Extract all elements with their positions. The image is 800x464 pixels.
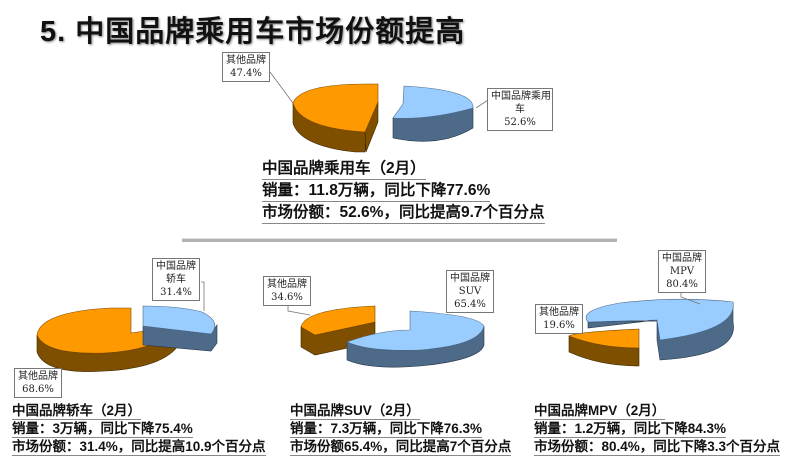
label-value: 52.6%	[504, 117, 536, 128]
sedan-stats-share: 市场份额：31.4%，同比提高10.9个百分点	[12, 439, 266, 456]
sedan-stats-sales: 销量：3万辆，同比下降75.4%	[12, 421, 193, 438]
mpv-stats: 中国品牌MPV（2月） 销量：1.2万辆，同比下降84.3% 市场份额：80.4…	[534, 402, 781, 456]
main-stats-heading: 中国品牌乘用车（2月）	[262, 158, 426, 180]
label-value: 19.6%	[543, 320, 575, 331]
suv-pie-slice-china	[346, 310, 485, 368]
label-name-cont: 轿车	[166, 274, 186, 285]
mpv-stats-sales: 销量：1.2万辆，同比下降84.3%	[534, 421, 727, 438]
main-label-other: 其他品牌 47.4%	[222, 52, 270, 82]
sedan-pie-chart	[34, 281, 218, 374]
suv-stats: 中国品牌SUV（2月） 销量：7.3万辆，同比下降76.3% 市场份额65.4%…	[290, 402, 512, 456]
label-value: 65.4%	[454, 299, 486, 310]
main-pie-slice-other	[292, 83, 379, 153]
label-name: 其他品牌	[18, 371, 58, 382]
label-value: 31.4%	[160, 287, 192, 298]
sedan-label-other: 其他品牌 68.6%	[14, 368, 62, 398]
label-name: 中国品牌	[156, 261, 196, 272]
suv-label-china: 中国品牌 SUV 65.4%	[446, 270, 494, 313]
suv-pie-chart	[287, 305, 485, 368]
mpv-label-other: 其他品牌 19.6%	[535, 304, 583, 334]
mpv-stats-share: 市场份额：80.4%，同比下降3.3个百分点	[534, 439, 781, 456]
sedan-stats: 中国品牌轿车（2月） 销量：3万辆，同比下降75.4% 市场份额：31.4%，同…	[12, 402, 266, 456]
mpv-stats-heading: 中国品牌MPV（2月）	[534, 403, 666, 420]
label-name: 其他品牌	[539, 307, 579, 318]
label-value: 34.6%	[271, 292, 303, 303]
sedan-stats-heading: 中国品牌轿车（2月）	[12, 403, 142, 420]
sedan-label-china: 中国品牌 轿车 31.4%	[152, 258, 200, 301]
main-label-china: 中国品牌乘用 车 52.6%	[487, 88, 553, 131]
suv-stats-share: 市场份额65.4%，同比提高7个百分点	[290, 439, 512, 456]
main-stats: 中国品牌乘用车（2月） 销量：11.8万辆，同比下降77.6% 市场份额：52.…	[262, 158, 545, 224]
page-title: 5. 中国品牌乘用车市场份额提高	[40, 16, 466, 48]
label-name: 其他品牌	[226, 55, 266, 66]
suv-label-other: 其他品牌 34.6%	[263, 276, 311, 306]
label-name: 中国品牌	[450, 273, 490, 284]
label-value: 47.4%	[230, 68, 262, 79]
main-pie-chart	[269, 71, 489, 153]
main-stats-share: 市场份额：52.6%，同比提高9.7个百分点	[262, 202, 545, 224]
label-value: 80.4%	[666, 279, 698, 290]
main-pie-slice-china	[392, 85, 474, 142]
main-stats-sales: 销量：11.8万辆，同比下降77.6%	[262, 180, 491, 202]
section-divider	[182, 238, 617, 242]
label-name: 中国品牌	[662, 253, 702, 264]
mpv-pie-chart	[568, 290, 734, 367]
mpv-label-china: 中国品牌 MPV 80.4%	[658, 250, 706, 293]
label-name-cont: MPV	[669, 266, 695, 277]
label-value: 68.6%	[22, 384, 54, 395]
suv-stats-heading: 中国品牌SUV（2月）	[290, 403, 420, 420]
label-name-cont: SUV	[458, 286, 482, 297]
mpv-pie-slice-china	[585, 298, 734, 361]
suv-stats-sales: 销量：7.3万辆，同比下降76.3%	[290, 421, 483, 438]
mpv-pie-slice-other	[568, 328, 640, 367]
label-name: 中国品牌乘用	[491, 91, 551, 102]
label-name-cont: 车	[515, 104, 525, 115]
label-name: 其他品牌	[267, 279, 307, 290]
sedan-pie-slice-china	[142, 305, 218, 352]
